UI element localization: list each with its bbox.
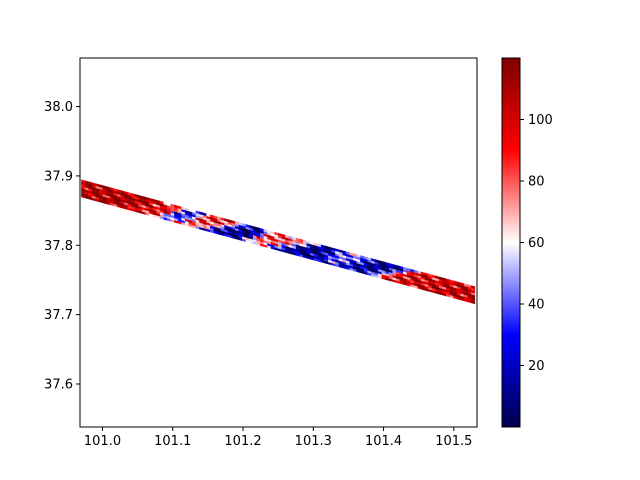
x-tick-label: 101.4	[365, 434, 402, 449]
swath-cell	[471, 285, 476, 289]
x-axis: 101.0 101.1 101.2 101.3 101.4 101.5	[84, 427, 472, 449]
x-tick-label: 101.2	[224, 434, 261, 449]
y-tick-label: 38.0	[44, 100, 73, 115]
x-tick-label: 101.1	[154, 434, 191, 449]
y-tick-label: 37.6	[44, 377, 73, 392]
colorbar-tick-label: 100	[528, 113, 553, 128]
y-axis: 37.6 37.7 37.8 37.9 38.0	[44, 100, 80, 392]
colorbar-tick-label: 60	[528, 236, 545, 251]
x-tick-label: 101.0	[84, 434, 121, 449]
y-tick-label: 37.9	[44, 169, 73, 184]
colorbar: 20 40 60 80 100	[501, 57, 553, 428]
colorbar-tick-label: 40	[528, 298, 545, 313]
y-tick-label: 37.8	[44, 239, 73, 254]
x-tick-label: 101.3	[295, 434, 332, 449]
colorbar-tick-label: 20	[528, 359, 545, 374]
y-tick-label: 37.7	[44, 308, 73, 323]
x-tick-label: 101.5	[435, 434, 472, 449]
colorbar-ticks: 20 40 60 80 100	[520, 113, 553, 374]
colorbar-gradient	[502, 58, 520, 427]
swath-layer	[81, 179, 476, 305]
colorbar-tick-label: 80	[528, 175, 545, 190]
plot-frame	[79, 57, 478, 428]
